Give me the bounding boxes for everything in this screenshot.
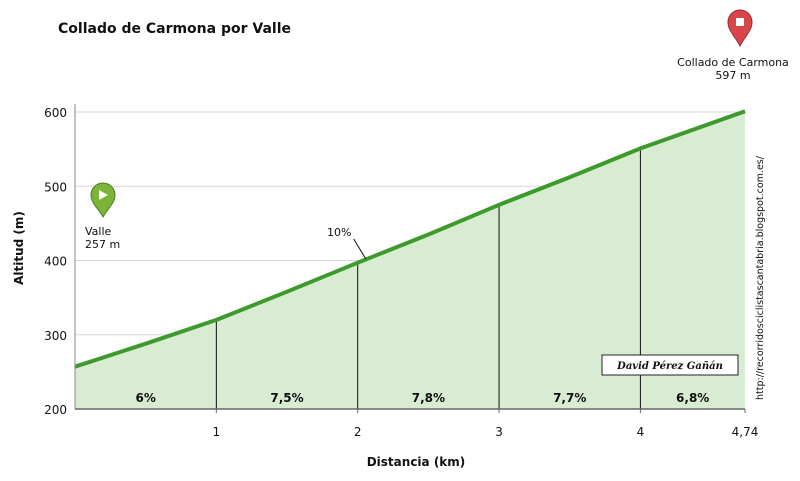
x-tick-label-1: 1 xyxy=(213,425,221,439)
x-tick-labels: 1 2 3 4 4,74 xyxy=(213,409,759,439)
end-elevation: 597 m xyxy=(715,69,750,82)
end-name: Collado de Carmona xyxy=(677,56,789,69)
y-tick-label-500: 500 xyxy=(44,180,67,194)
stop-icon xyxy=(736,18,744,26)
peak-gradient-note: 10% xyxy=(327,226,367,259)
axes xyxy=(74,104,745,410)
elevation-area xyxy=(75,111,745,410)
end-pin-icon xyxy=(727,9,753,48)
y-tick-label-600: 600 xyxy=(44,106,67,120)
x-tick-label-4: 4 xyxy=(637,425,645,439)
y-axis-title: Altitud (m) xyxy=(12,211,26,285)
segment-grade-5: 6,8% xyxy=(676,391,709,405)
y-tick-labels: 200 300 400 500 600 xyxy=(44,106,67,417)
start-name: Valle xyxy=(85,225,112,238)
chart-title: Collado de Carmona por Valle xyxy=(58,21,291,37)
peak-gradient-pointer xyxy=(353,238,367,259)
x-tick-label-2: 2 xyxy=(354,425,362,439)
segment-grade-2: 7,5% xyxy=(270,391,303,405)
elevation-line xyxy=(74,109,746,369)
y-tick-label-400: 400 xyxy=(44,255,67,269)
x-axis-title: Distancia (km) xyxy=(367,455,466,469)
start-pin-icon xyxy=(90,182,116,219)
blog-url-watermark: http://recorridosciclistascantabria.blog… xyxy=(755,155,766,400)
start-marker: Valle 257 m xyxy=(85,182,120,251)
segment-grade-labels: 6% 7,5% 7,8% 7,7% 6,8% xyxy=(135,391,709,405)
peak-gradient-label: 10% xyxy=(327,226,351,239)
y-tick-label-300: 300 xyxy=(44,329,67,343)
segment-grade-4: 7,7% xyxy=(553,391,586,405)
play-icon xyxy=(99,190,108,200)
signature-box xyxy=(601,354,739,376)
author-signature: David Pérez Gañán xyxy=(601,354,739,376)
end-marker: Collado de Carmona 597 m xyxy=(677,9,789,82)
start-elevation: 257 m xyxy=(85,238,120,251)
x-tick-label-4,74: 4,74 xyxy=(732,425,759,439)
segment-grade-3: 7,8% xyxy=(412,391,445,405)
y-tick-label-200: 200 xyxy=(44,403,67,417)
x-tick-label-3: 3 xyxy=(495,425,503,439)
signature-text: David Pérez Gañán xyxy=(616,361,723,372)
segment-grade-1: 6% xyxy=(135,391,155,405)
